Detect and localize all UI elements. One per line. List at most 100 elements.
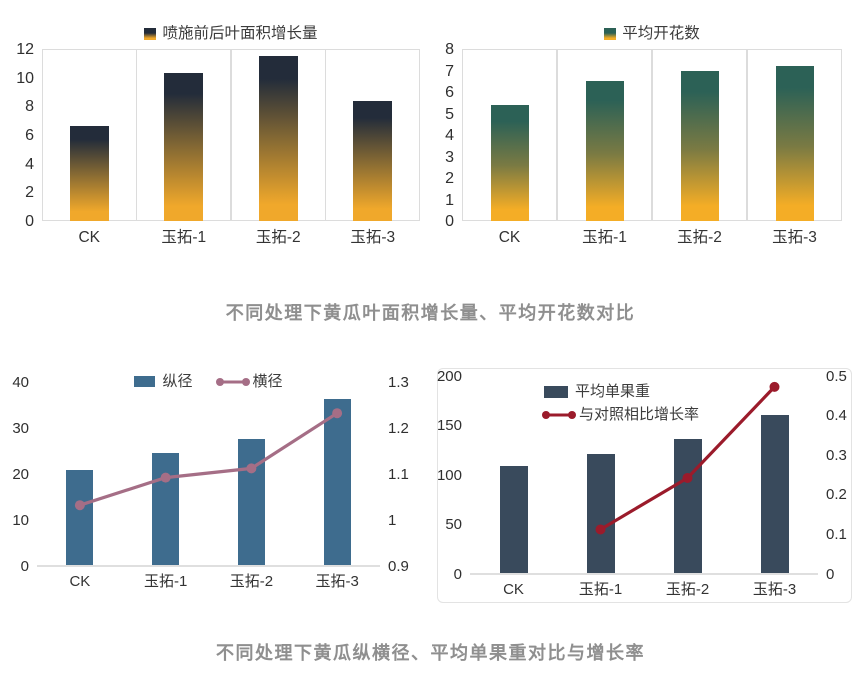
legend-series-label: 与对照相比增长率 <box>579 406 700 423</box>
x-category-label: 玉拓-3 <box>315 573 359 590</box>
line-marker <box>332 408 343 419</box>
x-category-label: CK <box>503 581 524 598</box>
x-category-label: 玉拓-2 <box>665 581 710 598</box>
bar-玉拓-2 <box>673 439 702 573</box>
legend-diameters: 纵径 横径 <box>37 374 380 389</box>
line-marker <box>769 381 780 392</box>
category-gridline <box>556 49 558 221</box>
x-category-label: 玉拓-3 <box>752 581 797 598</box>
y-axis-tick-label: 2 <box>445 170 454 187</box>
trend-line-横径 <box>74 408 343 511</box>
legend-series-label: 平均单果重 <box>575 383 651 400</box>
x-category-label: 玉拓-3 <box>350 229 396 246</box>
y-axis-tick-label: 8 <box>445 41 454 58</box>
y-axis-tick-label: 20 <box>12 465 29 483</box>
category-gridline <box>746 49 748 221</box>
y-axis-tick-label: 0 <box>25 213 34 230</box>
legend-leaf-area: 喷施前后叶面积增长量 <box>42 26 420 42</box>
secondary-y-axis-tick-label: 1.3 <box>388 373 409 391</box>
line-marker <box>160 472 171 483</box>
y-axis-tick-label: 0 <box>453 565 462 583</box>
y-axis-tick-label: 30 <box>12 419 29 437</box>
legend-flower-count: 平均开花数 <box>462 26 842 42</box>
chart-card-border <box>437 368 852 603</box>
line-marker <box>246 463 257 474</box>
bar-玉拓-1 <box>585 81 624 221</box>
y-axis-tick-label: 200 <box>436 367 462 385</box>
bar-玉拓-3 <box>353 100 393 221</box>
y-axis-tick-label: 6 <box>25 127 34 144</box>
line-marker <box>595 524 606 535</box>
figure-caption-top: 不同处理下黄瓜叶面积增长量、平均开花数对比 <box>225 303 636 323</box>
legend-series-label: 平均开花数 <box>622 25 700 42</box>
category-gridline <box>135 49 138 221</box>
bar-玉拓-1 <box>586 454 615 573</box>
legend-bar-swatch-icon <box>544 385 568 398</box>
bar-CK <box>66 470 94 565</box>
legend-bar-swatch-icon <box>134 376 156 387</box>
secondary-y-axis-tick-label: 0.9 <box>388 557 409 575</box>
y-axis-tick-label: 12 <box>16 41 34 58</box>
legend-series-label: 横径 <box>252 373 283 390</box>
legend-entry-bar: 平均单果重 <box>544 384 650 399</box>
bar-玉拓-3 <box>775 66 814 221</box>
x-category-label: 玉拓-1 <box>161 229 207 246</box>
x-category-label: CK <box>498 229 521 246</box>
legend-fruit-weight: 平均单果重 与对照相比增长率 <box>541 384 699 422</box>
line-path <box>599 385 776 531</box>
y-axis-tick-label: 2 <box>25 184 34 202</box>
bar-CK <box>69 126 109 221</box>
x-category-label: 玉拓-1 <box>582 229 627 246</box>
x-category-label: 玉拓-1 <box>143 573 188 590</box>
y-axis-tick-label: 5 <box>445 105 454 123</box>
secondary-y-axis-tick-label: 0.3 <box>826 446 847 464</box>
x-axis-line <box>470 573 818 575</box>
y-axis-tick-label: 50 <box>445 516 462 533</box>
secondary-y-axis-tick-label: 1.1 <box>388 465 409 483</box>
legend-gradient-swatch-icon <box>144 27 157 40</box>
y-axis-tick-label: 3 <box>445 148 454 166</box>
y-axis-tick-label: 0 <box>445 213 454 230</box>
bar-玉拓-2 <box>258 56 298 221</box>
y-axis-tick-label: 10 <box>16 69 34 87</box>
y-axis-tick-label: 6 <box>445 84 454 101</box>
bar-玉拓-1 <box>164 73 204 221</box>
category-gridline <box>651 49 653 221</box>
legend-line-marker-icon <box>215 377 250 386</box>
secondary-y-axis-tick-label: 0.1 <box>826 525 847 543</box>
line-marker <box>74 500 85 511</box>
legend-entry-bar: 纵径 <box>134 374 193 389</box>
secondary-y-axis-tick-label: 0.4 <box>826 407 847 425</box>
y-axis-tick-label: 8 <box>25 98 34 116</box>
legend-series-label: 喷施前后叶面积增长量 <box>162 25 318 42</box>
secondary-y-axis-tick-label: 0.5 <box>826 367 847 385</box>
legend-entry-line: 与对照相比增长率 <box>541 407 699 422</box>
y-axis-tick-label: 1 <box>445 191 454 209</box>
secondary-y-axis-tick-label: 1 <box>388 511 397 529</box>
y-axis-tick-label: 4 <box>445 127 454 144</box>
line-marker <box>682 472 693 483</box>
x-category-label: 玉拓-2 <box>255 229 301 246</box>
legend-line-marker-icon <box>542 410 576 419</box>
legend-gradient-swatch-icon <box>604 27 617 40</box>
category-gridline <box>230 49 232 221</box>
trend-line-与对照相比增长率 <box>595 381 780 535</box>
secondary-y-axis-tick-label: 0.2 <box>826 486 847 504</box>
x-category-label: CK <box>69 573 91 590</box>
secondary-y-axis-tick-label: 0 <box>826 565 835 583</box>
bar-玉拓-2 <box>237 439 265 565</box>
bar-CK <box>490 104 529 221</box>
bar-玉拓-3 <box>323 399 351 565</box>
y-axis-tick-label: 7 <box>445 62 454 80</box>
y-axis-tick-label: 150 <box>436 417 462 434</box>
x-category-label: 玉拓-2 <box>229 573 274 590</box>
x-axis-line <box>37 565 380 567</box>
figure-caption-bottom: 不同处理下黄瓜纵横径、平均单果重对比与增长率 <box>216 643 645 663</box>
bar-玉拓-2 <box>680 70 719 221</box>
category-gridline <box>324 49 327 221</box>
line-path <box>79 411 338 507</box>
y-axis-tick-label: 40 <box>12 373 29 391</box>
secondary-y-axis-tick-label: 1.2 <box>388 419 409 437</box>
bar-玉拓-3 <box>760 414 789 573</box>
